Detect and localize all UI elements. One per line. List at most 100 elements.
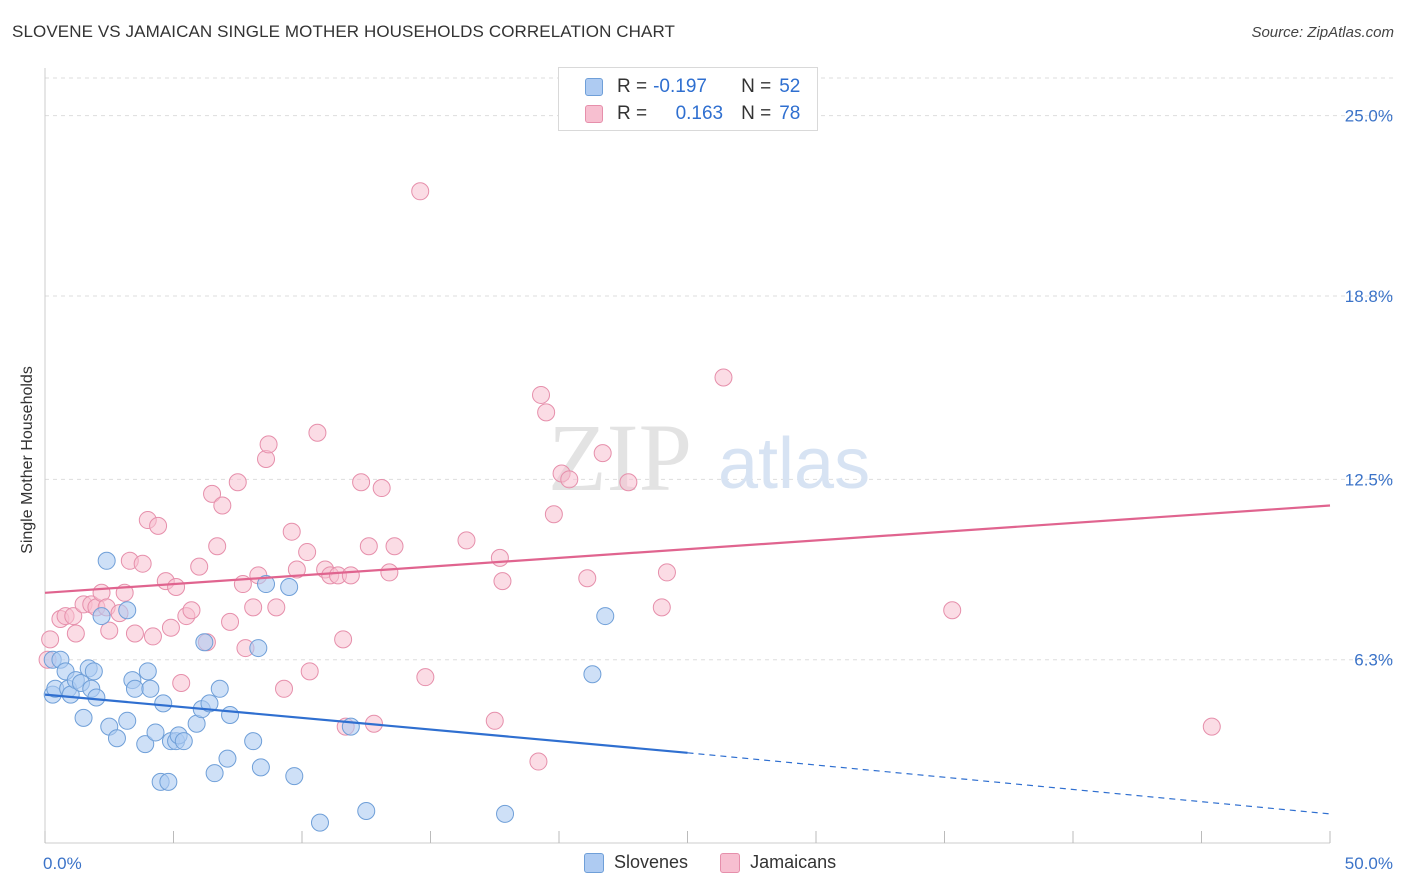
jamaican-point xyxy=(560,470,579,489)
jamaican-point xyxy=(282,522,301,541)
slovene-point xyxy=(136,735,155,754)
legend-row-slovenes: R = -0.197 N = 52 xyxy=(585,75,800,99)
y-tick-label: 12.5% xyxy=(1345,470,1393,489)
jamaican-point xyxy=(385,537,404,556)
slovene-point xyxy=(159,772,178,791)
slovene-point xyxy=(138,662,157,681)
watermark: ZIP atlas xyxy=(548,404,870,511)
jamaican-point xyxy=(1202,717,1221,736)
jamaican-point xyxy=(182,601,201,620)
jamaican-point xyxy=(298,543,317,562)
slovene-point xyxy=(310,813,329,832)
slovene-point xyxy=(210,679,229,698)
jamaican-point xyxy=(457,531,476,550)
jamaican-point xyxy=(411,182,430,201)
x-tick-label-min: 0.0% xyxy=(43,854,82,873)
jamaican-point xyxy=(578,569,597,588)
jamaican-point xyxy=(537,403,556,422)
jamaican-point xyxy=(943,601,962,620)
slovene-point xyxy=(251,758,270,777)
slovene-point xyxy=(285,767,304,786)
slovene-point xyxy=(174,732,193,751)
jamaican-legend-label: Jamaicans xyxy=(750,852,837,872)
jamaican-point xyxy=(544,505,563,524)
tick-labels: 6.3% 12.5% 18.8% 25.0% 0.0% 50.0% xyxy=(43,107,1393,873)
slovene-point xyxy=(221,705,240,724)
jamaican-point xyxy=(100,621,119,640)
source-label: Source: ZipAtlas.com xyxy=(1251,24,1394,41)
legend-item-jamaicans[interactable]: Jamaicans xyxy=(720,852,836,873)
jamaican-point xyxy=(66,624,85,643)
slovene-point xyxy=(244,732,263,751)
jamaican-point xyxy=(172,673,191,692)
jamaican-point xyxy=(380,563,399,582)
slovene-point xyxy=(107,729,126,748)
r-label: R = xyxy=(617,76,648,97)
jamaican-point xyxy=(490,548,509,567)
slovene-point xyxy=(249,639,268,658)
slovene-point xyxy=(357,801,376,820)
jamaican-point xyxy=(133,554,152,573)
slovene-point xyxy=(496,804,515,823)
jamaican-point xyxy=(267,598,286,617)
slovene-points xyxy=(43,551,615,832)
slovene-swatch xyxy=(585,78,603,96)
slovene-point xyxy=(118,601,137,620)
jamaican-point xyxy=(359,537,378,556)
watermark-atlas: atlas xyxy=(718,424,870,504)
jamaican-point xyxy=(41,630,60,649)
slovene-legend-swatch xyxy=(584,852,604,873)
slovene-point xyxy=(205,764,224,783)
jamaican-point xyxy=(208,537,227,556)
axes xyxy=(44,68,1331,844)
legend-row-jamaicans: R = 0.163 N = 78 xyxy=(585,102,800,126)
jamaican-point xyxy=(334,630,353,649)
jamaican-legend-swatch xyxy=(720,852,741,873)
slovene-r-value: -0.197 xyxy=(653,76,707,97)
jamaican-point xyxy=(493,572,512,591)
jamaican-point xyxy=(619,473,638,492)
jamaican-point xyxy=(416,668,435,687)
slovene-point xyxy=(257,575,276,594)
jamaican-point xyxy=(213,496,232,515)
jamaican-point xyxy=(532,385,551,404)
slovene-point xyxy=(97,551,116,570)
legend-item-slovenes[interactable]: Slovenes xyxy=(584,852,688,873)
y-tick-label: 6.3% xyxy=(1354,651,1393,670)
correlation-legend: R = -0.197 N = 52 R = 0.163 N = 78 xyxy=(558,67,818,131)
jamaican-point xyxy=(652,598,671,617)
slovene-point xyxy=(596,607,615,626)
y-tick-label: 25.0% xyxy=(1345,107,1393,126)
slovene-trend-line-extension xyxy=(687,752,1331,815)
jamaican-point xyxy=(485,711,504,730)
jamaican-point xyxy=(372,479,391,498)
jamaican-point xyxy=(287,560,306,579)
y-axis-label: Single Mother Households xyxy=(19,366,36,554)
jamaican-point xyxy=(190,557,209,576)
jamaican-point xyxy=(221,612,240,631)
jamaican-point xyxy=(308,423,327,442)
series-legend: Slovenes Jamaicans xyxy=(584,852,868,873)
slovene-n-value: 52 xyxy=(779,76,801,97)
slovene-point xyxy=(146,723,165,742)
r-label: R = xyxy=(617,103,648,124)
jamaican-point xyxy=(352,473,371,492)
jamaican-point xyxy=(161,618,180,637)
jamaican-point xyxy=(125,624,144,643)
jamaican-point xyxy=(149,516,168,535)
jamaican-point xyxy=(275,679,294,698)
jamaican-point xyxy=(64,607,83,626)
n-label: N = xyxy=(741,76,772,97)
slovene-point xyxy=(195,633,214,652)
jamaican-point xyxy=(529,752,548,771)
jamaican-point xyxy=(593,444,612,463)
jamaican-swatch xyxy=(585,105,603,123)
trend-lines xyxy=(44,504,1331,815)
slovene-legend-label: Slovenes xyxy=(614,852,689,872)
grid-lines xyxy=(45,77,1393,661)
slovene-point xyxy=(280,577,299,596)
y-tick-label: 18.8% xyxy=(1345,287,1393,306)
jamaican-point xyxy=(228,473,247,492)
x-tick-label-max: 50.0% xyxy=(1345,854,1393,873)
